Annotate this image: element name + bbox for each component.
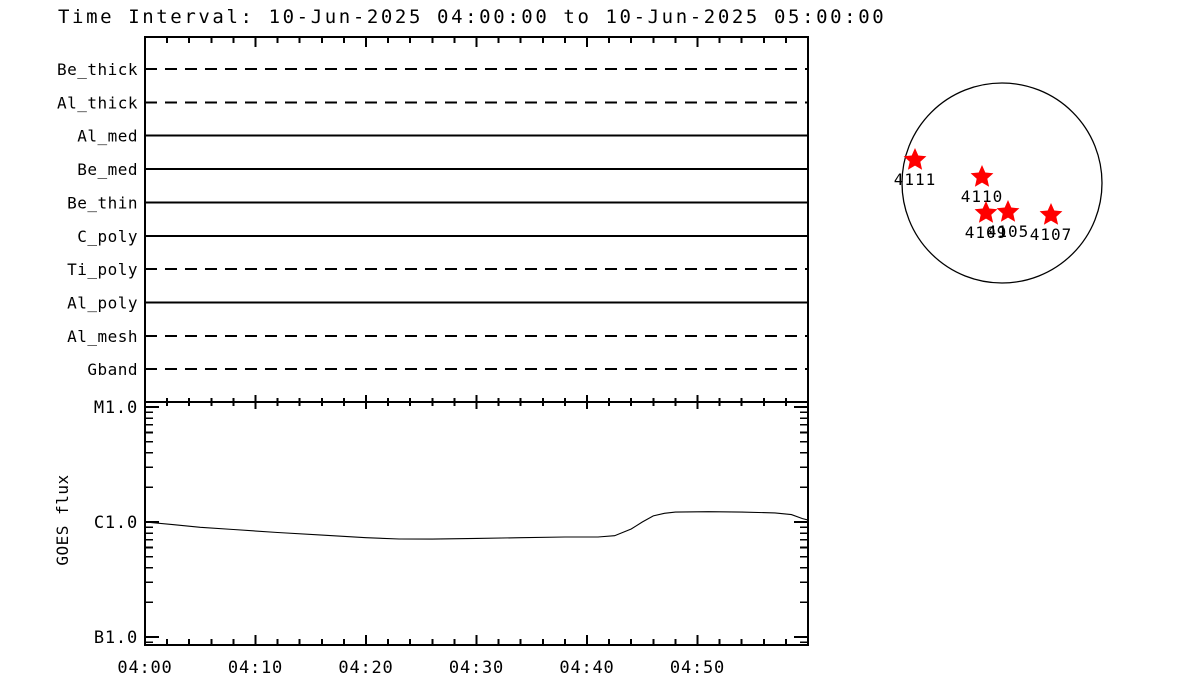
x-tick-label: 04:20 [338, 658, 393, 678]
active-region-star-4107 [1039, 203, 1063, 225]
x-tick-label: 04:50 [670, 658, 725, 678]
active-region-star-4105 [996, 200, 1020, 222]
filter-label-Al_mesh: Al_mesh [67, 327, 138, 346]
active-region-label-4109: 4109 [965, 223, 1008, 242]
filter-label-Gband: Gband [87, 360, 138, 379]
goes-flux-curve [144, 511, 809, 540]
filter-label-Al_poly: Al_poly [67, 293, 138, 312]
active-region-star-4109 [974, 201, 998, 223]
filter-label-Al_thick: Al_thick [57, 93, 138, 112]
y-tick-label: C1.0 [94, 513, 138, 533]
filter-label-Be_thin: Be_thin [67, 193, 138, 212]
axis-tick-labels-layer: 04:00 04:10 04:20 04:30 04:40 04:50 M1.0 C1.0 B1… [94, 398, 725, 678]
active-region-label-4110: 4110 [961, 187, 1004, 206]
goes-y-axis-label: GOES flux [53, 474, 72, 565]
filter-labels-layer: Be_thick Al_thick Al_med Be_med Be_thin C_pol… [57, 60, 138, 379]
plot-title: Time Interval: 10-Jun-2025 04:00:00 to 1… [58, 6, 886, 28]
x-tick-label: 04:10 [228, 658, 283, 678]
filter-panel-box [144, 36, 809, 403]
active-region-label-4107: 4107 [1030, 225, 1073, 244]
active-region-star-4110 [970, 165, 994, 187]
goes-panel-box [144, 401, 809, 646]
filter-label-Be_med: Be_med [77, 160, 138, 179]
filter-label-Al_med: Al_med [77, 127, 138, 146]
x-tick-label: 04:40 [559, 658, 614, 678]
active-region-label-4111: 4111 [894, 170, 937, 189]
active-region-label-4105: 4105 [987, 222, 1030, 241]
y-tick-label: M1.0 [94, 398, 138, 418]
axis-ticks-layer [144, 38, 809, 644]
filter-lines-layer [145, 68, 808, 371]
x-tick-label: 04:00 [117, 658, 172, 678]
active-region-star-4111 [903, 148, 927, 170]
filter-label-Ti_poly: Ti_poly [67, 260, 138, 279]
filter-label-Be_thick: Be_thick [57, 60, 138, 79]
y-tick-label: B1.0 [94, 628, 138, 648]
solar-disk-circle [901, 82, 1103, 284]
filter-label-C_poly: C_poly [77, 227, 138, 246]
goes-curve-layer [144, 511, 809, 540]
x-tick-label: 04:30 [449, 658, 504, 678]
